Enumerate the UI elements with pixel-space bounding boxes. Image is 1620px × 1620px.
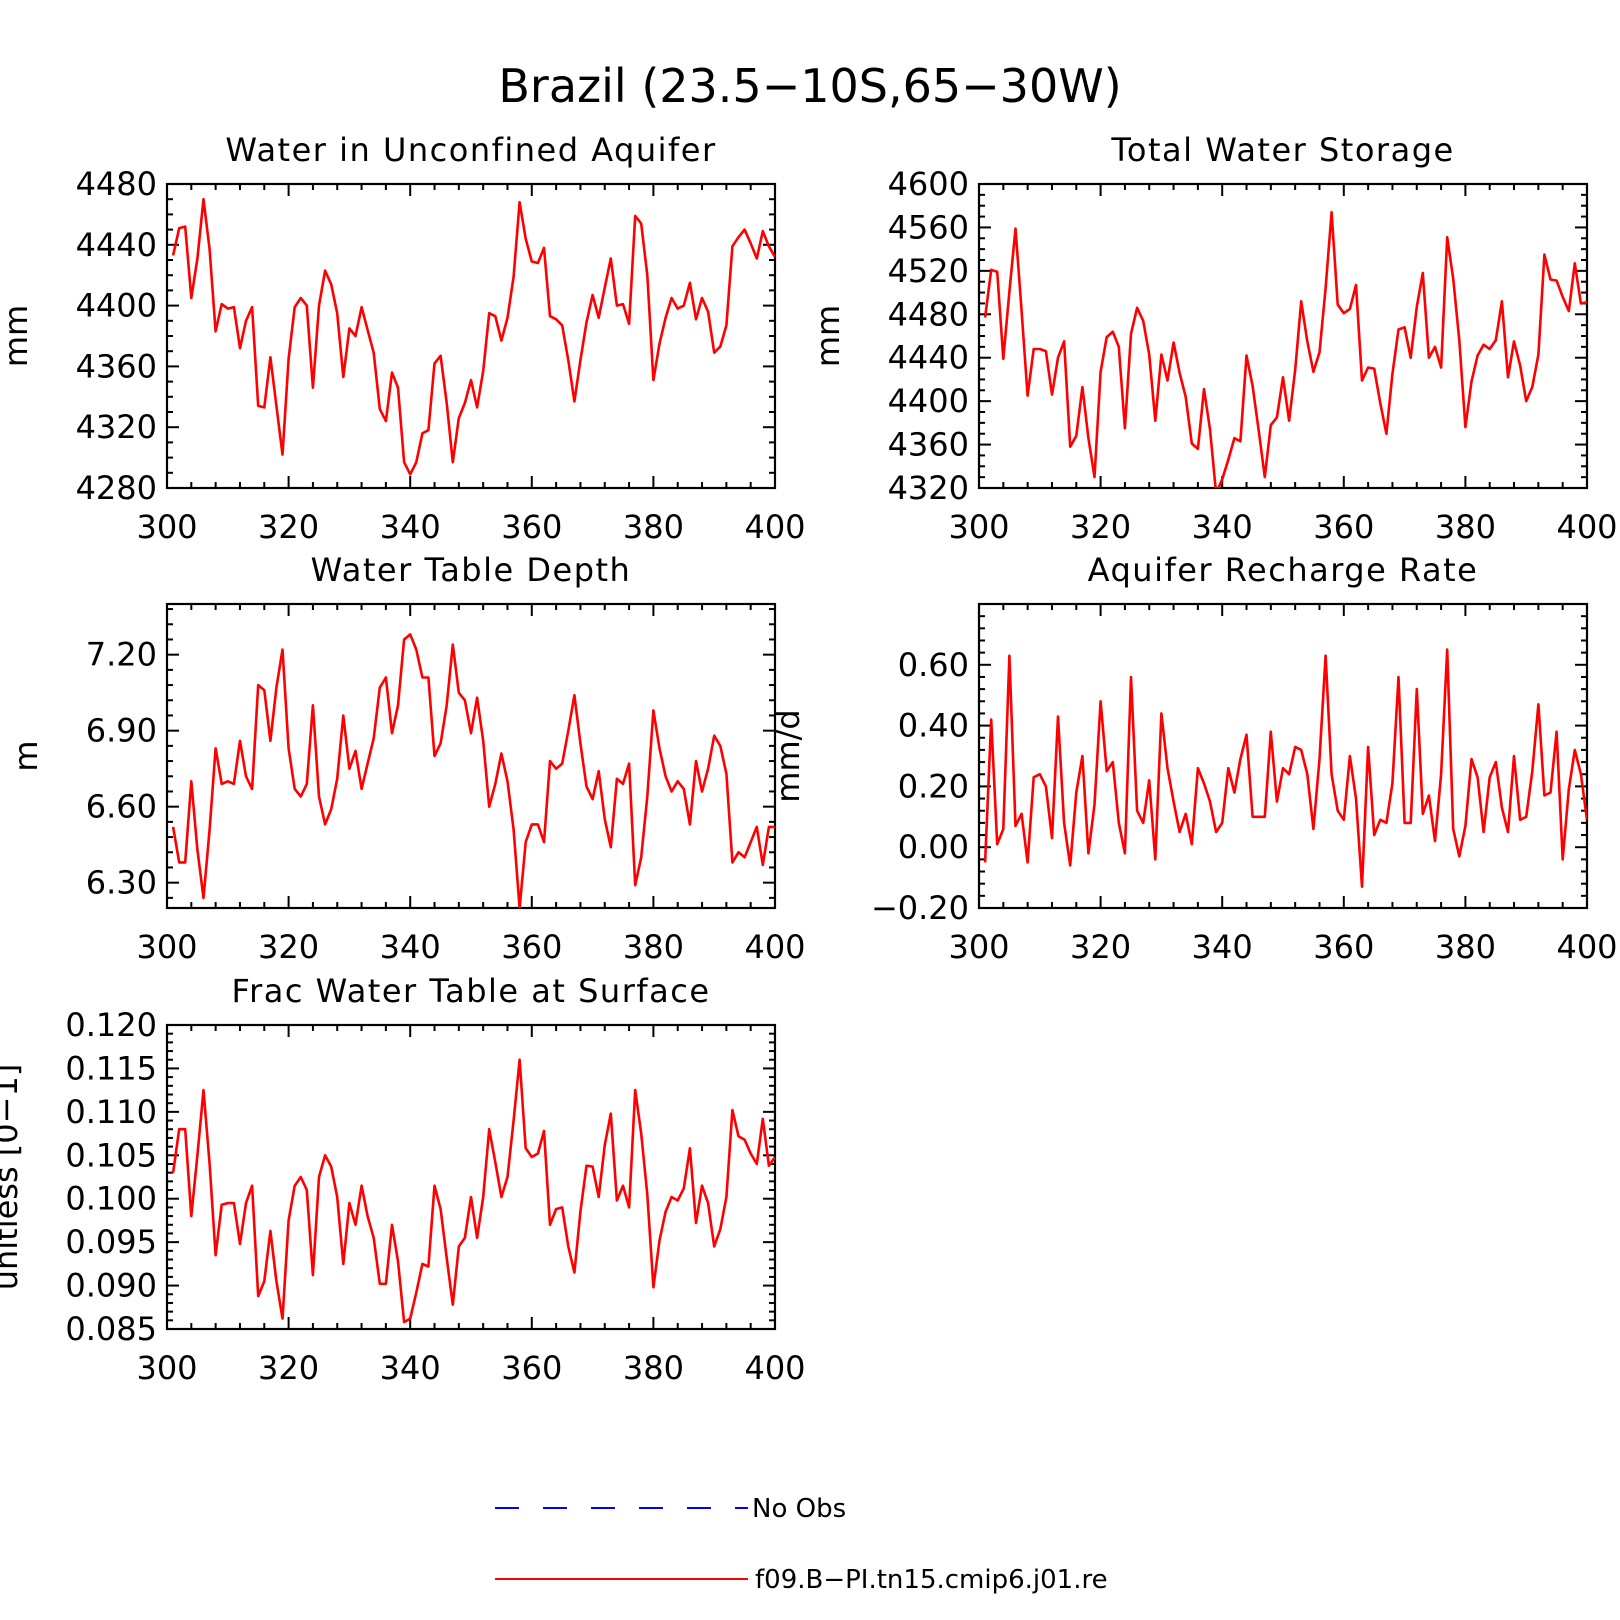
x-tick-label: 300: [136, 928, 197, 966]
y-tick-label: 0.60: [898, 646, 969, 684]
y-tick-label: 0.115: [65, 1049, 157, 1087]
x-tick-label: 380: [623, 508, 684, 546]
y-tick-label: 0.090: [65, 1267, 157, 1305]
y-tick-label: 4320: [76, 408, 157, 446]
y-tick-label: 4440: [888, 339, 969, 377]
x-tick-label: 360: [1313, 508, 1374, 546]
y-tick-label: 4360: [888, 426, 969, 464]
y-tick-label: 4480: [888, 295, 969, 333]
y-tick-label: −0.20: [871, 889, 969, 927]
y-tick-label: 0.105: [65, 1136, 157, 1174]
chart-panel-5: Frac Water Table at Surface 300 320 340 360 3…: [0, 972, 806, 1387]
x-tick-label: 380: [1435, 508, 1496, 546]
plot-frame: [977, 602, 1589, 910]
x-tick-label: 340: [380, 508, 441, 546]
series-line: [983, 648, 1587, 889]
y-tick-label: 6.90: [86, 712, 157, 750]
y-tick-label: 0.20: [898, 767, 969, 805]
chart-panel-2: Total Water Storage 300 320 340 360 380 400 432…: [809, 131, 1618, 546]
y-tick-label: 0.095: [65, 1223, 157, 1261]
x-tick-label: 400: [744, 1349, 805, 1387]
y-tick-label: 0.120: [65, 1006, 157, 1044]
y-axis-label: m: [7, 740, 45, 771]
x-tick-label: 380: [1435, 928, 1496, 966]
y-tick-label: 7.20: [86, 636, 157, 674]
y-tick-label: 0.085: [65, 1310, 157, 1348]
y-tick-label: 4600: [888, 165, 969, 203]
chart-panel-1: Water in Unconfined Aquifer 300 320 340 360 3…: [0, 131, 806, 546]
y-tick-label: 4400: [888, 382, 969, 420]
legend-label-model: f09.B−PI.tn15.cmip6.j01.re: [755, 1565, 1108, 1595]
x-tick-label: 320: [258, 508, 319, 546]
series-line: [171, 633, 775, 908]
x-tick-label: 300: [136, 1349, 197, 1387]
y-tick-label: 4520: [888, 252, 969, 290]
panels: Water in Unconfined Aquifer 300 320 340 360 3…: [0, 131, 1618, 1387]
legend-label-no-obs: No Obs: [752, 1494, 846, 1524]
x-tick-label: 300: [136, 508, 197, 546]
chart-panel-3: Water Table Depth 300 320 340 360 380 400 6.30 6…: [7, 551, 806, 966]
panel-title: Aquifer Recharge Rate: [1088, 551, 1479, 589]
plot-frame: [165, 1023, 777, 1331]
x-tick-label: 360: [501, 928, 562, 966]
x-tick-label: 300: [948, 508, 1009, 546]
y-tick-label: 4360: [76, 347, 157, 385]
x-tick-label: 400: [744, 928, 805, 966]
x-tick-label: 340: [380, 928, 441, 966]
x-tick-label: 320: [1070, 928, 1131, 966]
x-tick-label: 360: [501, 1349, 562, 1387]
y-tick-label: 4480: [76, 165, 157, 203]
x-tick-label: 380: [623, 1349, 684, 1387]
y-axis-label: mm/d: [769, 709, 807, 802]
chart-panel-4: Aquifer Recharge Rate 300 320 340 360 380 400 −…: [769, 551, 1618, 966]
x-tick-label: 340: [1192, 928, 1253, 966]
y-tick-label: 6.60: [86, 788, 157, 826]
y-tick-label: 4560: [888, 208, 969, 246]
y-tick-label: 4320: [888, 469, 969, 507]
x-tick-label: 300: [948, 928, 1009, 966]
y-axis-label: mm: [0, 305, 35, 367]
y-axis-label: mm: [809, 305, 847, 367]
y-tick-label: 4280: [76, 469, 157, 507]
y-tick-label: 6.30: [86, 864, 157, 902]
y-axis-label: unitless [0−1]: [0, 1064, 25, 1291]
x-tick-label: 380: [623, 928, 684, 966]
y-tick-label: 0.00: [898, 828, 969, 866]
x-tick-label: 400: [1556, 928, 1617, 966]
x-tick-label: 320: [258, 928, 319, 966]
panel-title: Water Table Depth: [311, 551, 632, 589]
series-line: [983, 210, 1587, 488]
x-tick-label: 340: [1192, 508, 1253, 546]
series-line: [171, 197, 775, 476]
panel-title: Total Water Storage: [1110, 131, 1454, 169]
legend: No Obs f09.B−PI.tn15.cmip6.j01.re: [495, 1494, 1108, 1595]
y-tick-label: 4400: [76, 287, 157, 325]
x-tick-label: 340: [380, 1349, 441, 1387]
series-line: [171, 1058, 775, 1324]
x-tick-label: 400: [1556, 508, 1617, 546]
plot-frame: [165, 602, 777, 910]
x-tick-label: 320: [258, 1349, 319, 1387]
y-tick-label: 0.100: [65, 1180, 157, 1218]
figure-title: Brazil (23.5−10S,65−30W): [498, 59, 1121, 113]
y-tick-label: 0.40: [898, 707, 969, 745]
x-tick-label: 320: [1070, 508, 1131, 546]
panel-title: Water in Unconfined Aquifer: [225, 131, 716, 169]
x-tick-label: 360: [1313, 928, 1374, 966]
y-tick-label: 4440: [76, 226, 157, 264]
y-tick-label: 0.110: [65, 1093, 157, 1131]
x-tick-label: 360: [501, 508, 562, 546]
x-tick-label: 400: [744, 508, 805, 546]
panel-title: Frac Water Table at Surface: [231, 972, 710, 1010]
